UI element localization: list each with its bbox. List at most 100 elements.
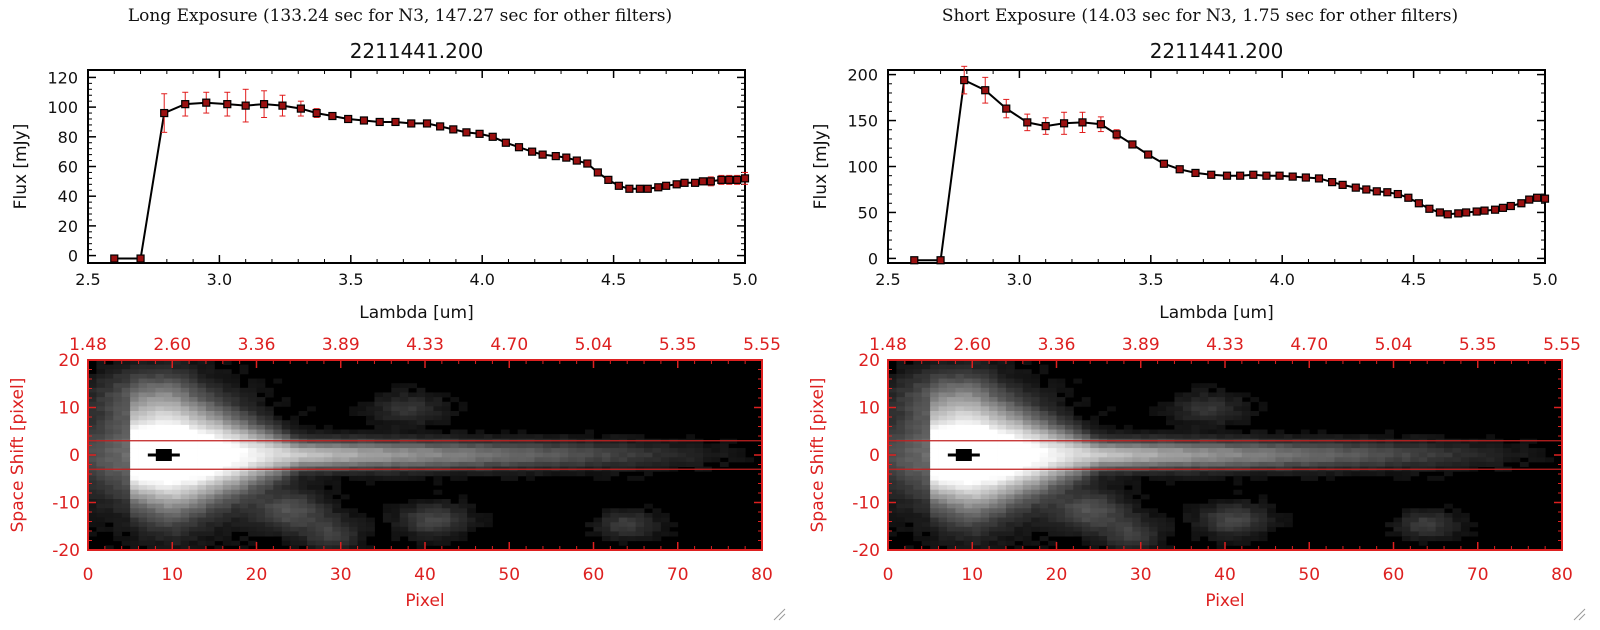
image-pixel	[1174, 401, 1184, 407]
image-pixel	[1022, 420, 1032, 426]
image-pixel	[197, 443, 207, 449]
image-pixel	[1064, 531, 1074, 537]
image-pixel	[256, 452, 266, 458]
image-pixel	[1233, 415, 1243, 421]
image-pixel	[1132, 471, 1142, 477]
image-pixel	[1258, 429, 1268, 435]
image-pixel	[357, 443, 367, 449]
image-pixel	[1081, 508, 1091, 514]
image-y-tick-label: 20	[858, 351, 880, 371]
image-pixel	[231, 461, 241, 467]
image-pixel	[130, 383, 139, 389]
image-pixel	[1090, 443, 1100, 449]
panel-short-exposure: Short Exposure (14.03 sec for N3, 1.75 s…	[800, 0, 1600, 630]
data-point	[344, 114, 353, 124]
image-pixel	[1292, 448, 1302, 454]
image-pixel	[163, 410, 173, 417]
image-pixel	[1014, 494, 1024, 500]
image-pixel	[913, 383, 923, 389]
image-pixel	[172, 508, 182, 514]
image-pixel	[955, 475, 965, 481]
image-pixel	[1039, 522, 1049, 528]
image-pixel	[517, 443, 527, 449]
image-pixel	[1048, 383, 1057, 389]
image-pixel	[248, 406, 257, 412]
image-pixel	[938, 536, 948, 542]
image-pixel	[197, 485, 207, 491]
image-pixel	[88, 429, 97, 435]
image-pixel	[323, 531, 333, 537]
image-pixel	[332, 429, 342, 435]
image-pixel	[483, 512, 493, 518]
image-pixel	[1182, 429, 1192, 435]
image-pixel	[332, 448, 342, 454]
image-pixel	[138, 401, 148, 407]
image-pixel	[425, 392, 434, 398]
image-pixel	[88, 410, 97, 417]
image-pixel	[113, 522, 123, 528]
image-top-tick-label: 5.04	[1375, 335, 1413, 355]
image-pixel	[1342, 448, 1352, 454]
resize-grip-icon[interactable]	[772, 606, 786, 621]
image-pixel	[660, 531, 670, 537]
resize-grip-icon[interactable]	[1572, 606, 1586, 621]
image-pixel	[1376, 457, 1386, 463]
image-pixel	[1005, 401, 1015, 407]
image-pixel	[399, 415, 409, 421]
image-pixel	[1199, 457, 1209, 463]
image-pixel	[1241, 448, 1251, 454]
image-pixel	[913, 378, 923, 384]
image-pixel	[399, 475, 409, 481]
image-pixel	[963, 378, 973, 384]
image-pixel	[1098, 512, 1108, 518]
image-pixel	[955, 480, 965, 486]
image-pixel	[610, 512, 620, 518]
image-pixel	[1452, 508, 1462, 514]
image-pixel	[989, 452, 998, 458]
image-pixel	[1005, 485, 1015, 491]
image-pixel	[610, 522, 620, 528]
image-pixel	[946, 489, 956, 495]
image-pixel	[298, 485, 308, 491]
image-pixel	[172, 545, 182, 551]
image-pixel	[1048, 392, 1057, 398]
image-pixel	[1435, 452, 1445, 458]
image-pixel	[1267, 517, 1276, 523]
image-pixel	[904, 494, 914, 500]
image-pixel	[239, 475, 249, 481]
image-pixel	[121, 360, 131, 366]
image-pixel	[197, 540, 207, 546]
image-pixel	[155, 401, 165, 407]
image-pixel	[155, 415, 165, 421]
image-pixel	[450, 429, 460, 435]
image-pixel	[930, 536, 939, 542]
image-pixel	[121, 397, 131, 403]
image-pixel	[1326, 457, 1335, 463]
image-pixel	[222, 522, 232, 528]
image-pixel	[1132, 536, 1142, 542]
image-pixel	[644, 443, 653, 449]
image-pixel	[163, 517, 173, 523]
image-pixel	[273, 512, 283, 518]
image-pixel	[1393, 443, 1403, 449]
image-pixel	[1418, 540, 1428, 546]
image-pixel	[921, 452, 931, 458]
image-top-tick-label: 5.35	[659, 335, 697, 355]
image-pixel	[997, 410, 1007, 417]
image-pixel	[921, 517, 931, 523]
image-pixel	[500, 443, 510, 449]
image-pixel	[938, 360, 948, 366]
image-pixel	[222, 387, 232, 393]
image-pixel	[896, 424, 906, 430]
x-tick-label: 5.0	[732, 270, 757, 289]
image-pixel	[1191, 475, 1201, 481]
image-pixel	[963, 545, 973, 551]
image-pixel	[1149, 536, 1159, 542]
image-pixel	[155, 397, 165, 403]
image-pixel	[113, 475, 123, 481]
image-pixel	[391, 420, 401, 426]
image-pixel	[1014, 536, 1024, 542]
image-pixel	[1385, 448, 1394, 454]
image-pixel	[248, 420, 257, 426]
image-pixel	[113, 429, 123, 435]
